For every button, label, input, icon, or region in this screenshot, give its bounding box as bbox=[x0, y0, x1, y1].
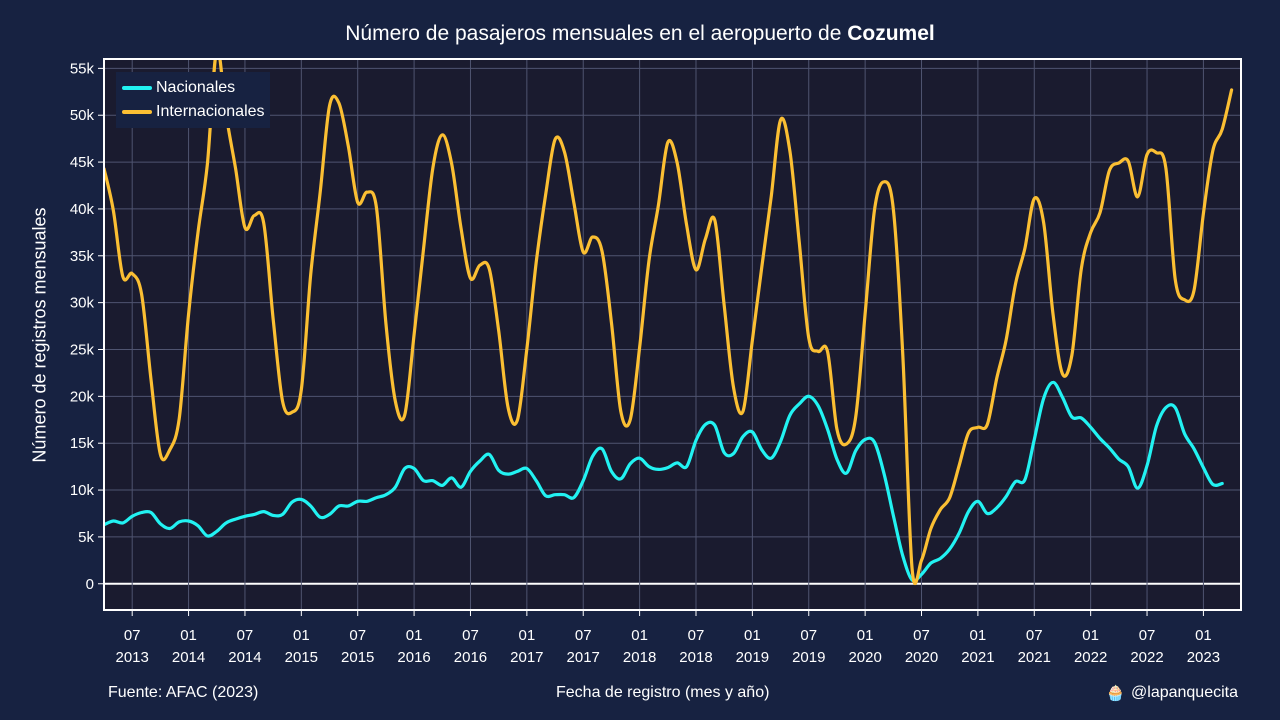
x-tick-label-month: 01 bbox=[857, 627, 874, 644]
series-line-nacionales bbox=[104, 380, 1224, 583]
x-tick-label-month: 01 bbox=[293, 627, 310, 644]
y-tick-label: 50k bbox=[70, 107, 95, 124]
y-tick-label: 30k bbox=[70, 295, 95, 312]
x-tick-label-month: 01 bbox=[631, 627, 648, 644]
series-line-internacionales bbox=[104, 59, 1234, 586]
x-tick-label-month: 01 bbox=[1195, 627, 1212, 644]
y-tick-label: 5k bbox=[78, 529, 94, 546]
x-tick-label-year: 2021 bbox=[961, 649, 994, 666]
x-tick-label-year: 2020 bbox=[905, 649, 938, 666]
x-tick-label-year: 2013 bbox=[116, 649, 149, 666]
series-lines bbox=[104, 59, 1234, 586]
x-tick-label-month: 07 bbox=[124, 627, 141, 644]
x-tick-label-year: 2019 bbox=[736, 649, 769, 666]
y-tick-label: 25k bbox=[70, 341, 95, 358]
y-axis-label: Número de registros mensuales bbox=[29, 207, 50, 463]
x-tick-label-year: 2016 bbox=[397, 649, 430, 666]
chart-title: Número de pasajeros mensuales en el aero… bbox=[0, 22, 1280, 46]
x-tick-label-year: 2022 bbox=[1130, 649, 1163, 666]
y-tick-label: 40k bbox=[70, 201, 95, 218]
x-tick-label-year: 2023 bbox=[1187, 649, 1220, 666]
x-tick-label-month: 07 bbox=[688, 627, 705, 644]
legend-swatch-nacionales bbox=[122, 86, 152, 90]
x-tick-label-month: 01 bbox=[744, 627, 761, 644]
y-tick-label: 55k bbox=[70, 60, 95, 77]
axes: 0 5k 10k 15k 20k 25k 30k 35k 40k 45k 50k 55k 07 2013 0… bbox=[70, 60, 1220, 666]
x-tick-label-year: 2014 bbox=[228, 649, 261, 666]
x-tick-label-year: 2016 bbox=[454, 649, 487, 666]
y-tick-label: 45k bbox=[70, 154, 95, 171]
legend-label-nacionales: Nacionales bbox=[156, 79, 236, 96]
source-note: Fuente: AFAC (2023) bbox=[108, 684, 259, 701]
y-tick-label: 10k bbox=[70, 482, 95, 499]
x-tick-label-month: 07 bbox=[575, 627, 592, 644]
x-tick-label-year: 2022 bbox=[1074, 649, 1107, 666]
x-tick-label-year: 2015 bbox=[285, 649, 318, 666]
x-tick-label-year: 2019 bbox=[792, 649, 825, 666]
x-axis-label: Fecha de registro (mes y año) bbox=[556, 684, 770, 701]
cupcake-icon: 🧁 bbox=[1106, 685, 1126, 702]
x-tick-label-month: 01 bbox=[406, 627, 423, 644]
x-tick-label-year: 2021 bbox=[1018, 649, 1051, 666]
x-tick-label-month: 07 bbox=[237, 627, 254, 644]
x-tick-label-month: 01 bbox=[180, 627, 197, 644]
chart-title-prefix: Número de pasajeros mensuales en el aero… bbox=[345, 22, 848, 45]
chart-title-airport: Cozumel bbox=[847, 22, 935, 45]
plot-border bbox=[103, 58, 1242, 611]
x-tick-label-month: 01 bbox=[1082, 627, 1099, 644]
x-tick-label-year: 2018 bbox=[623, 649, 656, 666]
x-tick-label-month: 01 bbox=[970, 627, 987, 644]
x-tick-label-year: 2017 bbox=[567, 649, 600, 666]
x-tick-label-month: 07 bbox=[1026, 627, 1043, 644]
y-tick-label: 15k bbox=[70, 435, 95, 452]
y-tick-label: 20k bbox=[70, 388, 95, 405]
y-tick-label: 0 bbox=[86, 576, 94, 593]
y-tick-label: 35k bbox=[70, 248, 95, 265]
x-tick-label-year: 2018 bbox=[679, 649, 712, 666]
legend-swatch-internacionales bbox=[122, 110, 152, 114]
x-tick-label-month: 07 bbox=[1139, 627, 1156, 644]
x-tick-label-month: 07 bbox=[913, 627, 930, 644]
x-tick-label-year: 2015 bbox=[341, 649, 374, 666]
x-tick-label-month: 07 bbox=[349, 627, 366, 644]
legend: Nacionales Internacionales bbox=[116, 72, 270, 128]
plot-area bbox=[104, 59, 1241, 610]
legend-item-nacionales[interactable]: Nacionales bbox=[122, 79, 235, 97]
x-tick-label-month: 07 bbox=[462, 627, 479, 644]
legend-label-internacionales: Internacionales bbox=[156, 103, 265, 120]
x-tick-label-year: 2020 bbox=[848, 649, 881, 666]
credit-handle: @lapanquecita bbox=[1131, 684, 1238, 701]
legend-item-internacionales[interactable]: Internacionales bbox=[122, 103, 265, 121]
x-tick-label-year: 2014 bbox=[172, 649, 205, 666]
credit[interactable]: 🧁 @lapanquecita bbox=[1106, 684, 1238, 702]
x-tick-label-month: 01 bbox=[519, 627, 536, 644]
x-tick-label-year: 2017 bbox=[510, 649, 543, 666]
x-tick-label-month: 07 bbox=[800, 627, 817, 644]
